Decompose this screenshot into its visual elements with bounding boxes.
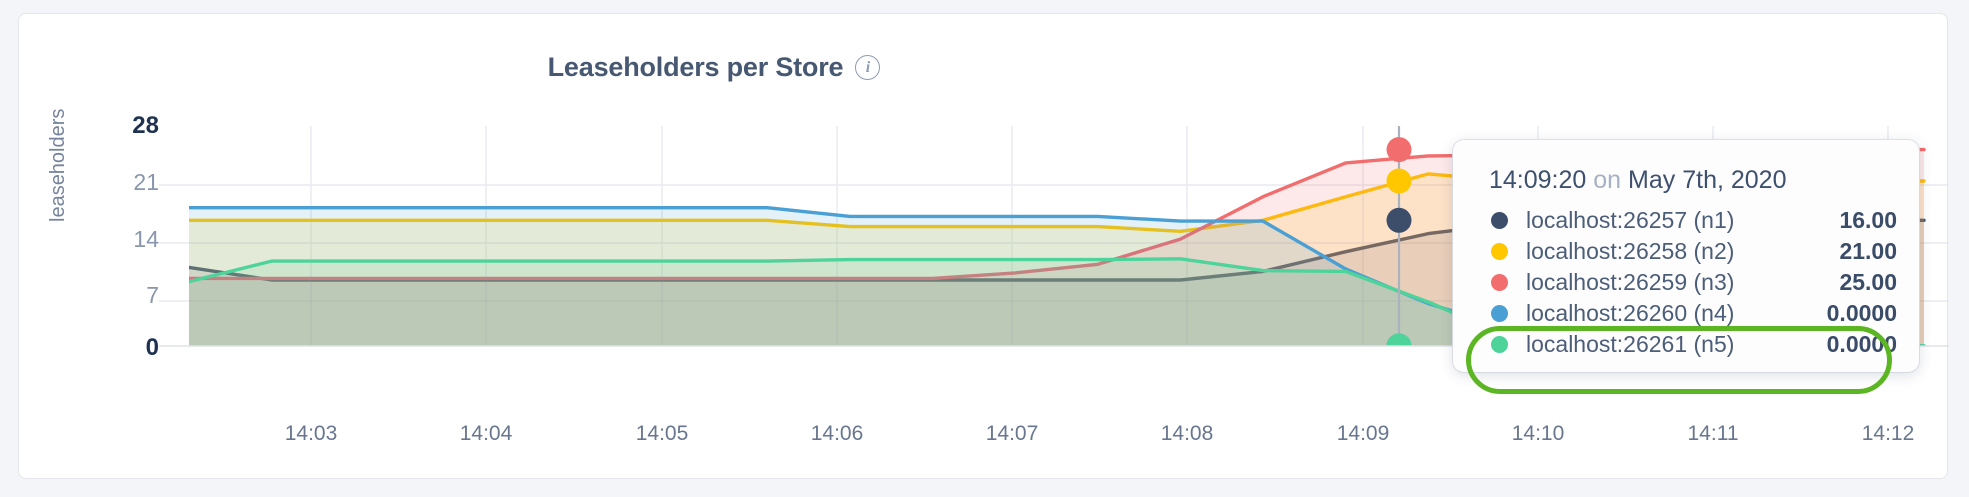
x-tick-1408: 14:08 bbox=[1160, 422, 1214, 445]
series-line-n4 bbox=[189, 206, 1926, 346]
series-color-dot bbox=[1491, 212, 1508, 229]
x-tick-1412: 14:12 bbox=[1861, 422, 1915, 445]
tooltip-series-value: 21.00 bbox=[1839, 238, 1897, 264]
tooltip-series-label: localhost:26257 (n1) bbox=[1526, 207, 1735, 233]
tooltip-row: localhost:26257 (n1) 16.00 bbox=[1453, 205, 1919, 236]
chart-card: Leaseholders per Store i leaseholders 28… bbox=[18, 13, 1949, 480]
x-tick-1410: 14:10 bbox=[1511, 422, 1565, 445]
info-icon-glyph: i bbox=[865, 58, 870, 76]
series-color-dot bbox=[1491, 336, 1508, 353]
x-tick-1407: 14:07 bbox=[985, 422, 1039, 445]
tooltip-row: localhost:26259 (n3) 25.00 bbox=[1453, 267, 1919, 298]
y-tick-21: 21 bbox=[133, 169, 159, 195]
tooltip-row: localhost:26261 (n5) 0.0000 bbox=[1453, 329, 1919, 360]
tooltip-series-label: localhost:26260 (n4) bbox=[1526, 300, 1735, 326]
tooltip-time: 14:09:20 bbox=[1489, 166, 1587, 194]
y-tick-7: 7 bbox=[146, 282, 159, 308]
series-color-dot bbox=[1491, 274, 1508, 291]
tooltip-series-value: 25.00 bbox=[1839, 269, 1897, 295]
tooltip-series-label: localhost:26259 (n3) bbox=[1526, 269, 1735, 295]
tooltip-on-word: on bbox=[1593, 166, 1622, 194]
tooltip-series-value: 0.0000 bbox=[1826, 300, 1897, 326]
y-axis: 28 21 14 7 0 bbox=[89, 14, 159, 480]
tooltip-row: localhost:26258 (n2) 21.00 bbox=[1453, 236, 1919, 267]
y-tick-28: 28 bbox=[132, 112, 159, 139]
x-tick-1406: 14:06 bbox=[810, 422, 864, 445]
chart-title-text: Leaseholders per Store bbox=[547, 52, 844, 82]
data-point-marker bbox=[1386, 207, 1412, 233]
tooltip-series-value: 0.0000 bbox=[1826, 331, 1897, 357]
series-color-dot bbox=[1491, 243, 1508, 260]
x-tick-1405: 14:05 bbox=[635, 422, 689, 445]
tooltip-series-label: localhost:26258 (n2) bbox=[1526, 238, 1735, 264]
chart-tooltip: 14:09:20 on May 7th, 2020 localhost:2625… bbox=[1453, 140, 1919, 372]
y-tick-14: 14 bbox=[133, 226, 159, 252]
y-tick-0: 0 bbox=[145, 334, 159, 361]
tooltip-row: localhost:26260 (n4) 0.0000 bbox=[1453, 298, 1919, 329]
tooltip-series-list: localhost:26257 (n1) 16.00 localhost:26258… bbox=[1453, 205, 1919, 360]
x-tick-1404: 14:04 bbox=[459, 422, 513, 445]
tooltip-date: May 7th, 2020 bbox=[1628, 166, 1787, 194]
page-title: Leaseholders per Store i bbox=[19, 52, 1409, 83]
series-color-dot bbox=[1491, 305, 1508, 322]
tooltip-timestamp: 14:09:20 on May 7th, 2020 bbox=[1453, 166, 1919, 195]
x-tick-1403: 14:03 bbox=[284, 422, 338, 445]
data-point-marker bbox=[1386, 333, 1412, 346]
x-tick-1409: 14:09 bbox=[1336, 422, 1390, 445]
series-line-n5 bbox=[189, 257, 1926, 346]
series-area-n5 bbox=[189, 258, 1924, 346]
marker-layer bbox=[1386, 137, 1412, 346]
series-area-n4 bbox=[189, 207, 1924, 346]
x-tick-1411: 14:11 bbox=[1687, 422, 1739, 445]
info-icon[interactable]: i bbox=[855, 55, 881, 80]
data-point-marker bbox=[1386, 137, 1412, 163]
tooltip-series-value: 16.00 bbox=[1839, 207, 1897, 233]
tooltip-series-label: localhost:26261 (n5) bbox=[1526, 331, 1735, 357]
data-point-marker bbox=[1386, 168, 1412, 194]
